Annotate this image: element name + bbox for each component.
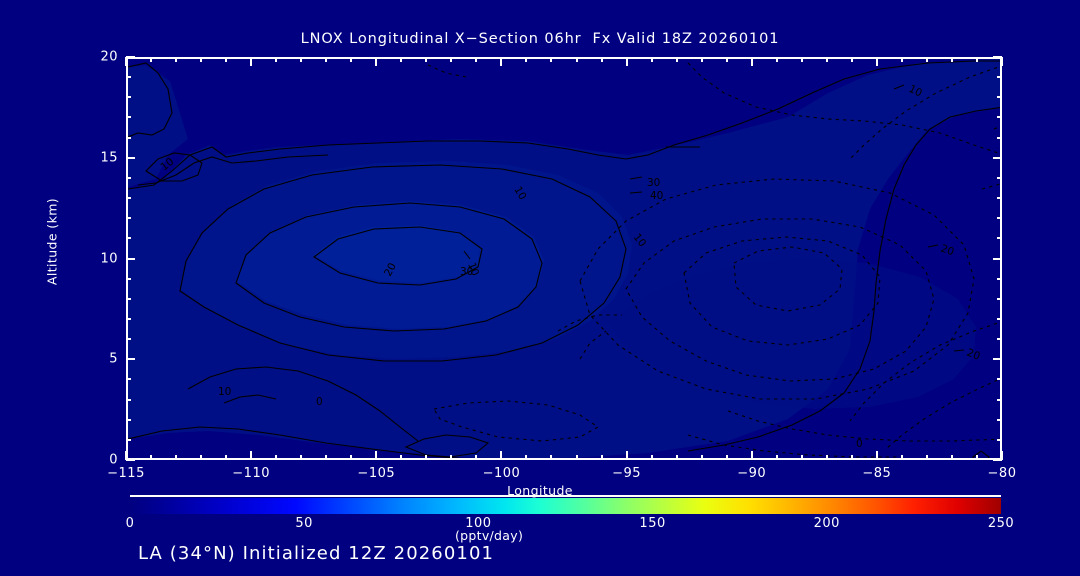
x-tick-label: −90 (737, 466, 767, 481)
x-tick-label: −115 (107, 466, 145, 481)
colorbar (130, 495, 1001, 514)
contour-label-neg10-mid: 10 (511, 185, 528, 203)
footer-caption: LA (34°N) Initialized 12Z 20260101 (138, 543, 495, 564)
colorbar-tick-label: 200 (813, 516, 840, 531)
y-axis-title: Altitude (km) (44, 197, 60, 286)
contour-label-neg20-lower: 20 (965, 347, 982, 363)
contour-field: 10 20 30 10 10 0 0 0 10 10 30 40 10 20 2… (128, 59, 1000, 458)
contour-label-neg40: 40 (650, 190, 663, 202)
contour-label-0-surface-right: 0 (856, 438, 863, 450)
x-tick-label: −110 (232, 466, 270, 481)
colorbar-tick-label: 250 (987, 516, 1015, 531)
contour-label-30: 30 (460, 266, 473, 278)
contour-plot-axes: 10 20 30 10 10 0 0 0 10 10 30 40 10 20 2… (126, 57, 1002, 460)
fill-bands-30 (314, 225, 480, 283)
fill-bands-negative (608, 259, 976, 409)
contour-label-neg30: 30 (647, 177, 660, 189)
contour-lines-solid (128, 60, 1000, 458)
contour-label-leaders (463, 84, 965, 352)
x-tick-label: −80 (987, 466, 1017, 481)
contour-label-0-lower: 0 (316, 396, 323, 408)
contour-label-neg20-right: 20 (939, 243, 956, 259)
y-tick-label: 5 (109, 351, 118, 367)
y-tick-label: 0 (109, 452, 118, 468)
colorbar-gradient (130, 498, 1001, 514)
colorbar-tick-label: 0 (125, 516, 135, 531)
colorbar-tick-label: 150 (639, 516, 666, 531)
contour-label-neg10-left: 10 (465, 261, 481, 278)
y-tick-label: 15 (100, 150, 118, 166)
contour-label-neg10-topright: 10 (907, 83, 924, 100)
contour-label-20: 20 (382, 261, 399, 278)
colorbar-tick-label: 50 (295, 516, 313, 531)
colorbar-top-rule (130, 495, 1001, 497)
colorbar-unit-label: (pptv/day) (455, 528, 524, 543)
x-axis-title: Longitude (507, 483, 573, 498)
x-tick-label: −85 (862, 466, 892, 481)
contour-label-10-lower-left: 10 (218, 386, 231, 398)
contour-lines-dashed (427, 62, 1000, 458)
x-tick-label: −105 (357, 466, 396, 481)
y-tick-label: 20 (100, 49, 118, 65)
x-tick-label: −100 (482, 466, 521, 481)
x-tick-label: −95 (612, 466, 642, 481)
page-title: LNOX Longitudinal X−Section 06hr Fx Vali… (300, 31, 780, 47)
y-tick-label: 10 (100, 251, 118, 266)
